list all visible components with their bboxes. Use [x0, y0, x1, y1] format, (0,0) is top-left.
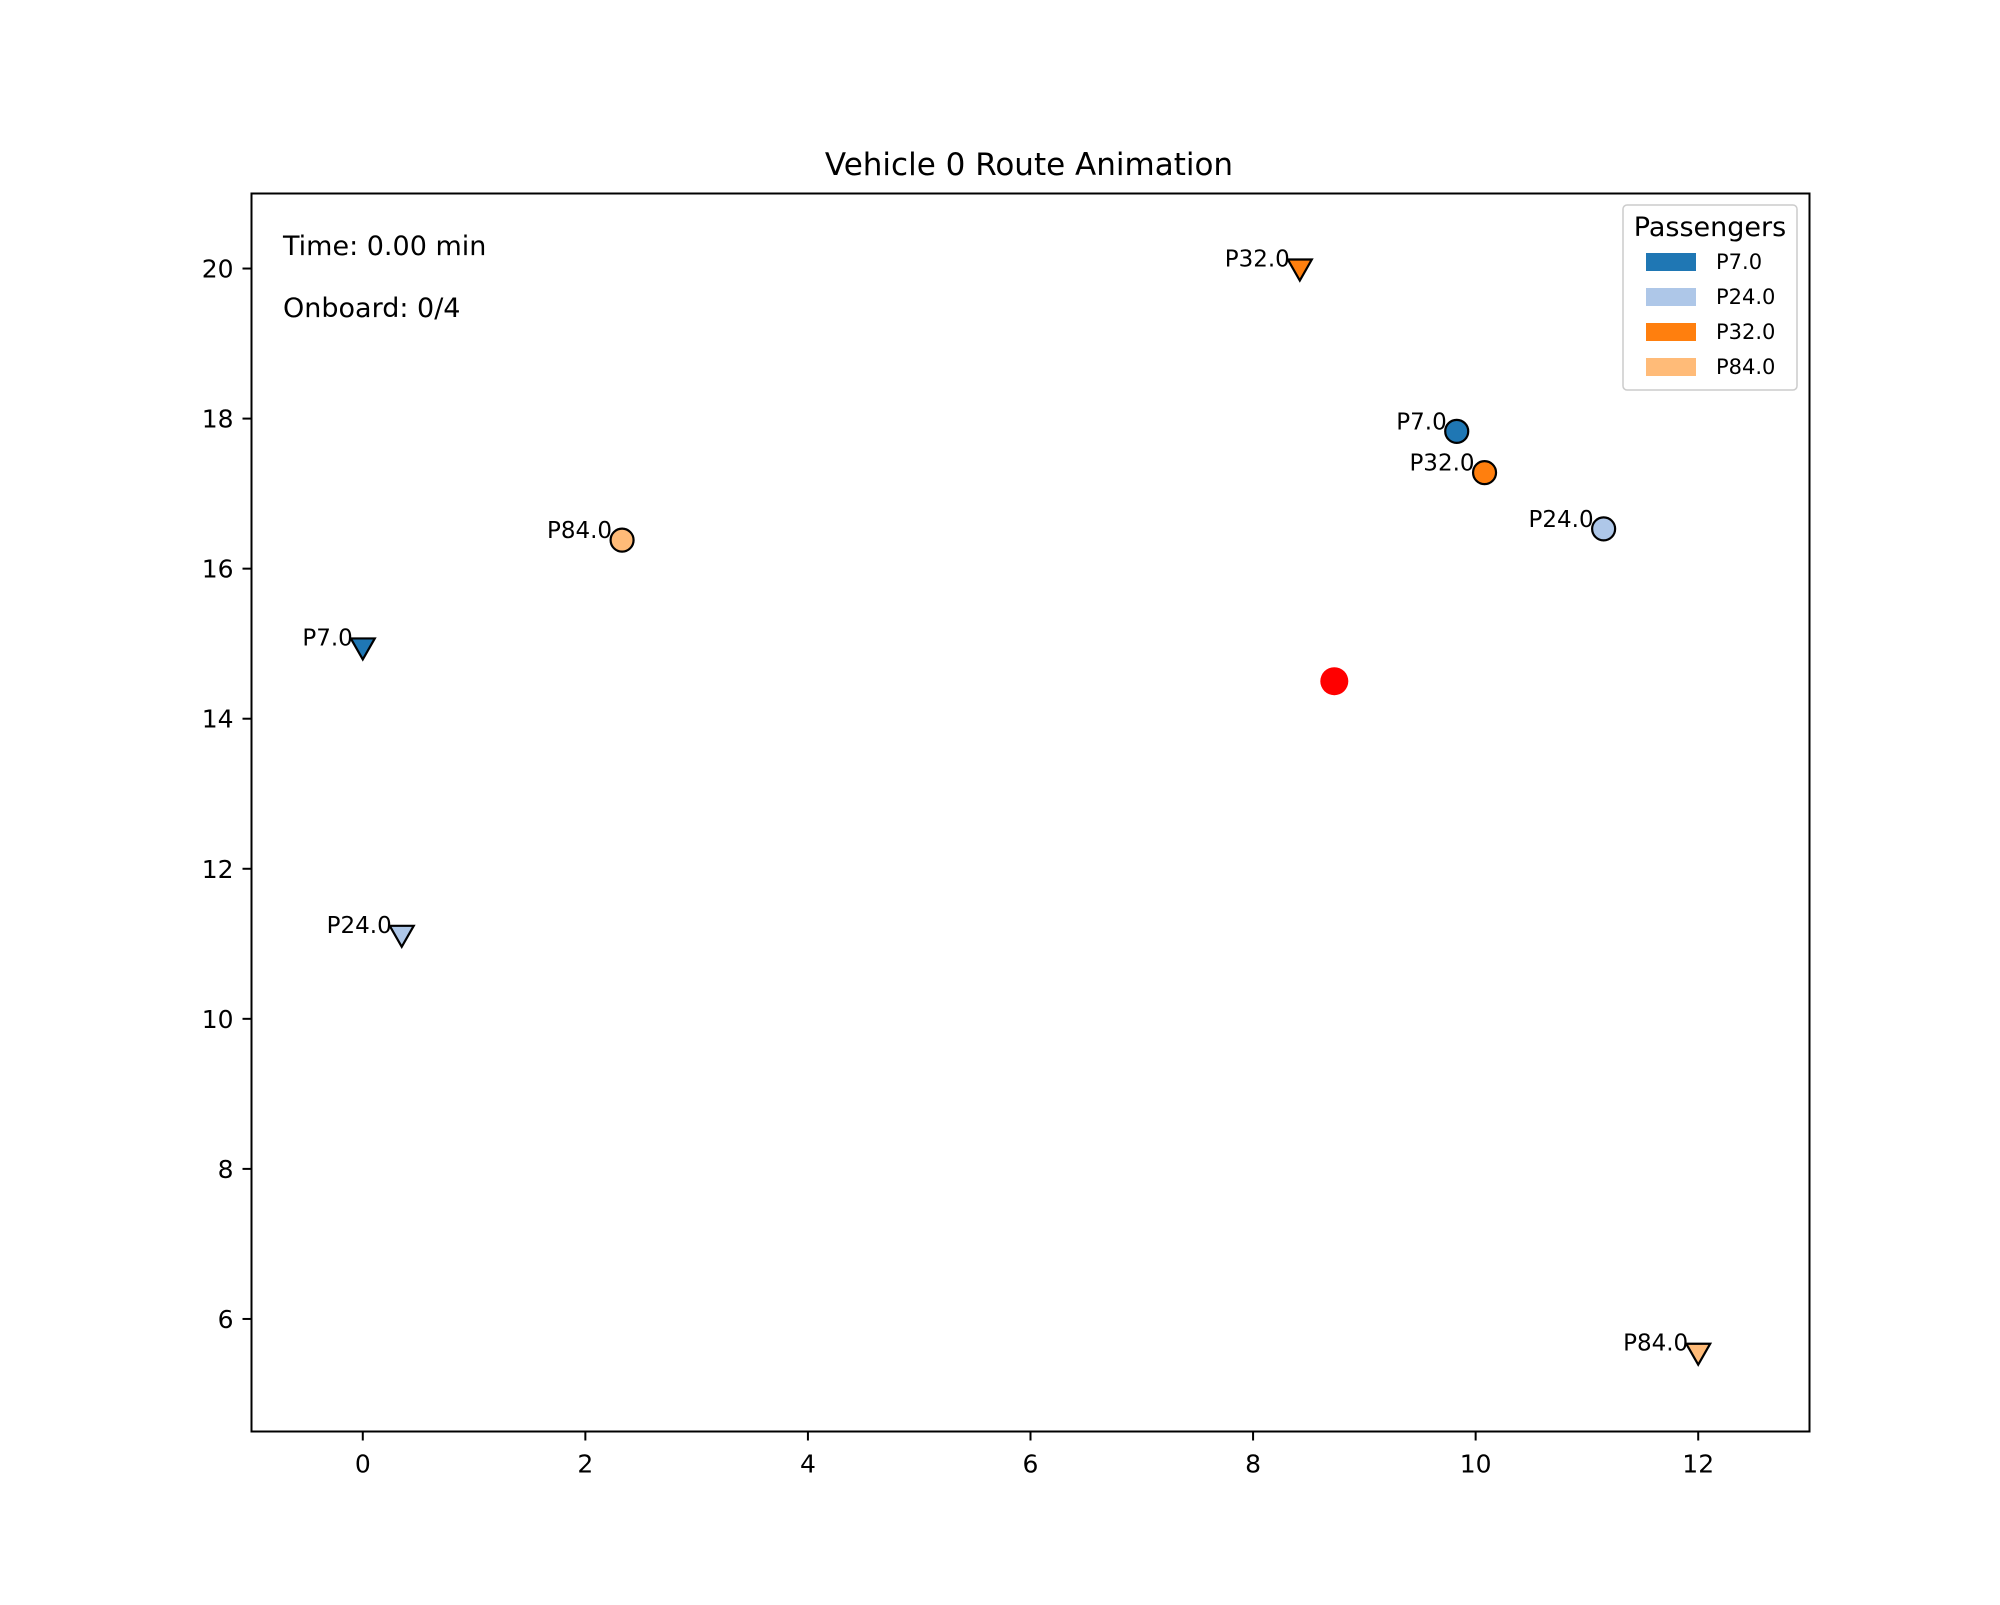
- y-tick-label-4: 14: [202, 705, 234, 734]
- x-tick-label-1: 2: [577, 1450, 593, 1479]
- pickup-marker-0: [1444, 418, 1470, 444]
- x-tick-label-5: 10: [1460, 1450, 1492, 1479]
- legend-swatch-0: [1646, 253, 1696, 271]
- y-tick-label-1: 8: [218, 1155, 234, 1184]
- time-readout: Time: 0.00 min: [282, 231, 486, 262]
- onboard-readout: Onboard: 0/4: [283, 293, 460, 324]
- dropoff-label-2: P32.0: [1225, 247, 1290, 273]
- y-tick-label-5: 16: [202, 555, 234, 584]
- y-tick-label-6: 18: [202, 405, 234, 434]
- pickup-label-1: P24.0: [1529, 507, 1594, 533]
- x-tick-label-0: 0: [355, 1450, 371, 1479]
- legend-label-2: P32.0: [1716, 320, 1775, 344]
- pickup-label-2: P32.0: [1409, 451, 1474, 477]
- pickup-label-0: P7.0: [1396, 409, 1446, 435]
- plot-frame: [250, 192, 1811, 1433]
- dropoff-marker-0: [348, 637, 377, 662]
- dropoff-label-3: P84.0: [1623, 1331, 1688, 1357]
- plot-area: [251, 193, 1810, 1432]
- pickup-marker-3: [609, 527, 635, 553]
- x-tick-label-4: 8: [1245, 1450, 1261, 1479]
- axis-ticks: 0 2 4 6 8 10 12 6 8 10 12 14 16 18 20: [202, 255, 1714, 1479]
- y-tick-label-7: 20: [202, 255, 234, 284]
- y-tick-label-3: 12: [202, 855, 234, 884]
- y-tick-label-2: 10: [202, 1005, 234, 1034]
- marker-labels: P7.0 P7.0 P24.0 P24.0 P32.0 P32.0 P84.0 P84.0: [302, 247, 1688, 1357]
- x-tick-label-3: 6: [1023, 1450, 1039, 1479]
- legend-frame: [1622, 204, 1798, 391]
- dropoff-label-0: P7.0: [302, 625, 352, 651]
- passenger-markers: [348, 258, 1713, 1367]
- pickup-label-3: P84.0: [547, 518, 612, 544]
- legend: Passengers P7.0 P24.0 P32.0 P84.0: [1622, 204, 1798, 391]
- legend-label-0: P7.0: [1716, 250, 1762, 274]
- legend-label-1: P24.0: [1716, 285, 1775, 309]
- dropoff-marker-1: [387, 924, 416, 950]
- pickup-marker-2: [1471, 460, 1498, 486]
- x-tick-label-6: 12: [1682, 1450, 1714, 1479]
- dropoff-label-1: P24.0: [327, 913, 392, 939]
- legend-title: Passengers: [1634, 212, 1786, 243]
- dropoff-marker-2: [1285, 258, 1314, 283]
- legend-label-3: P84.0: [1716, 355, 1775, 379]
- dropoff-marker-3: [1684, 1342, 1713, 1367]
- y-tick-label-0: 6: [218, 1305, 234, 1334]
- legend-swatch-3: [1646, 358, 1696, 376]
- vehicle-marker: [1320, 667, 1349, 696]
- x-tick-label-2: 4: [800, 1450, 816, 1479]
- legend-swatch-2: [1646, 323, 1696, 341]
- chart-title: Vehicle 0 Route Animation: [825, 147, 1233, 183]
- pickup-marker-1: [1591, 516, 1617, 542]
- legend-swatch-1: [1646, 288, 1696, 306]
